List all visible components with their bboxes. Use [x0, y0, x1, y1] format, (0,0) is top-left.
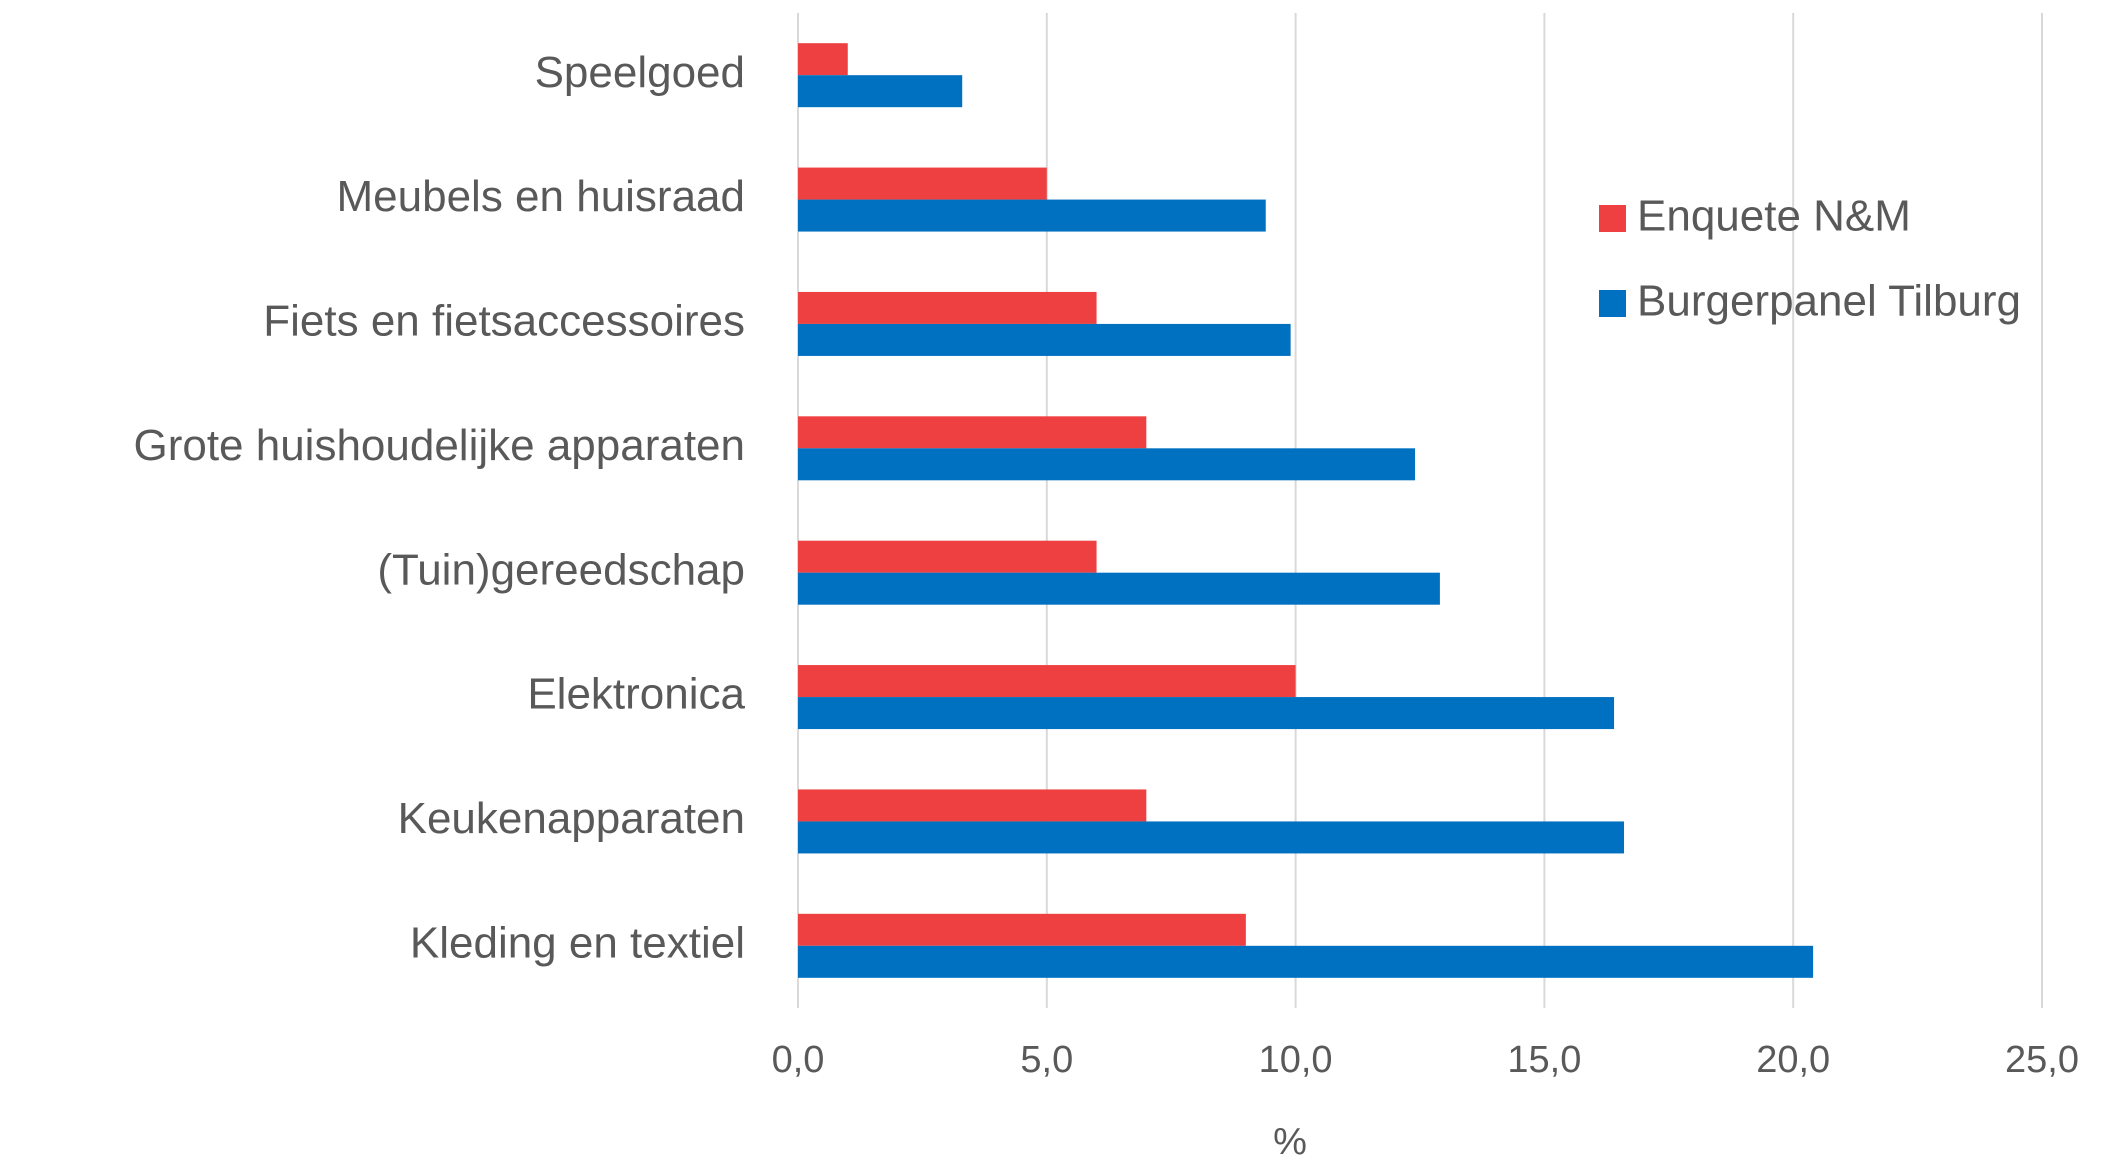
bar: [798, 323, 1291, 356]
bar: [798, 416, 1147, 449]
bar: [798, 572, 1440, 605]
y-tick-label: Speelgoed: [535, 48, 745, 97]
x-tick-label: 25,0: [2005, 1039, 2079, 1081]
bar: [798, 448, 1416, 481]
bar: [798, 821, 1625, 854]
y-tick-label: Keukenapparaten: [398, 794, 745, 843]
bar: [798, 913, 1246, 946]
x-axis-label: %: [1273, 1121, 1307, 1163]
legend-label: Burgerpanel Tilburg: [1637, 277, 2021, 326]
y-tick-label: Grote huishoudelijke apparaten: [133, 421, 745, 470]
y-tick-label: (Tuin)gereedschap: [377, 545, 745, 594]
bar: [798, 540, 1097, 573]
bar: [798, 291, 1097, 324]
legend-label: Enquete N&M: [1637, 192, 1911, 241]
bar: [798, 665, 1296, 698]
y-tick-label: Meubels en huisraad: [337, 172, 745, 221]
legend-swatch: [1599, 205, 1626, 232]
bar: [798, 697, 1615, 730]
x-tick-label: 10,0: [1259, 1039, 1333, 1081]
bar: [798, 75, 963, 108]
bar: [798, 167, 1047, 200]
y-tick-label: Fiets en fietsaccessoires: [263, 297, 745, 346]
x-tick-label: 5,0: [1020, 1039, 1073, 1081]
x-tick-label: 15,0: [1507, 1039, 1581, 1081]
y-tick-label: Kleding en textiel: [410, 918, 745, 967]
bar: [798, 43, 848, 76]
y-tick-label: Elektronica: [527, 670, 745, 719]
bar: [798, 199, 1266, 232]
legend-swatch: [1599, 290, 1626, 317]
bar: [798, 789, 1147, 822]
x-tick-label: 0,0: [772, 1039, 825, 1081]
bar: [798, 945, 1814, 978]
x-tick-label: 20,0: [1756, 1039, 1830, 1081]
